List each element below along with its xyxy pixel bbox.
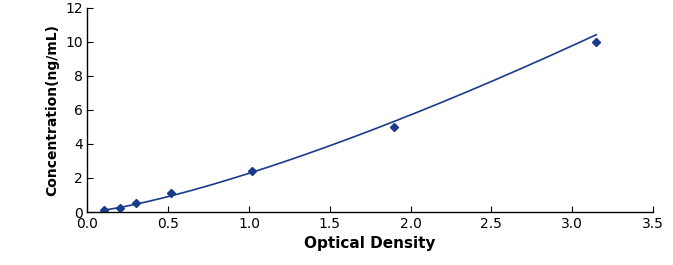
Y-axis label: Concentration(ng/mL): Concentration(ng/mL) bbox=[46, 24, 59, 196]
X-axis label: Optical Density: Optical Density bbox=[304, 236, 436, 251]
